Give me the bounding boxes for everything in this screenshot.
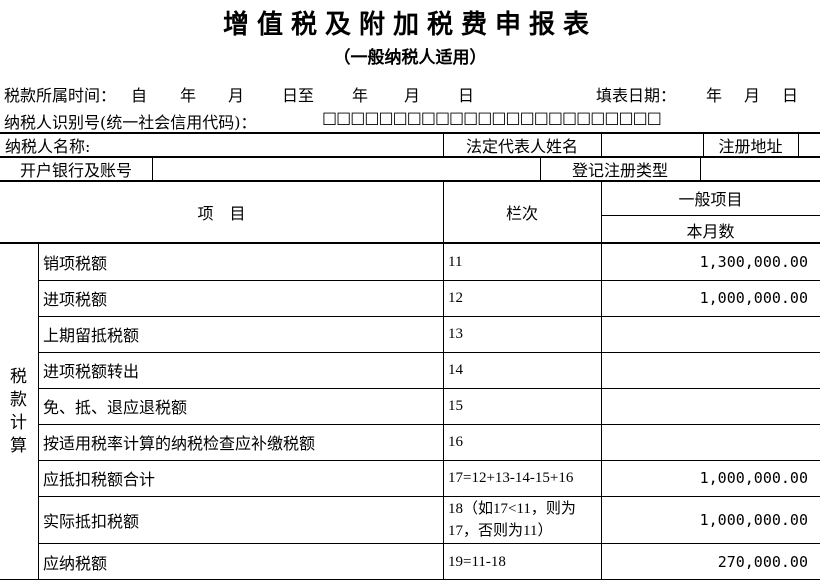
row-item: 上期留抵税额 bbox=[43, 326, 140, 345]
divider bbox=[0, 132, 820, 134]
divider bbox=[601, 133, 602, 157]
fill-date-month: 月 bbox=[744, 86, 761, 105]
taxpayer-id-boxes[interactable]: □□□□□□□□□□□□□□□□□□□□□□□□ bbox=[322, 108, 662, 127]
taxpayer-id-label: 纳税人识别号(统一社会信用代码)： bbox=[4, 113, 257, 132]
form-title: 增值税及附加税费申报表 bbox=[222, 10, 597, 40]
row-item: 按适用税率计算的纳税检查应补缴税额 bbox=[43, 434, 316, 453]
fill-date-year: 年 bbox=[706, 86, 723, 105]
divider bbox=[0, 180, 820, 182]
row-item: 应抵扣税额合计 bbox=[43, 470, 156, 489]
period-year1: 年 bbox=[180, 86, 197, 105]
header-item: 项 目 bbox=[197, 204, 246, 223]
period-day1: 日至 bbox=[282, 86, 315, 105]
row-value[interactable] bbox=[601, 388, 820, 424]
divider bbox=[601, 181, 602, 580]
divider bbox=[700, 157, 701, 181]
header-general: 一般项目 bbox=[678, 190, 743, 209]
divider bbox=[38, 388, 820, 389]
divider bbox=[601, 215, 820, 216]
row-value[interactable]: 1,000,000.00 bbox=[699, 510, 808, 529]
divider bbox=[38, 496, 820, 497]
period-from: 自 bbox=[131, 86, 148, 105]
row-column: 15 bbox=[448, 398, 463, 414]
divider bbox=[38, 424, 820, 425]
divider bbox=[443, 133, 444, 157]
row-column: 11 bbox=[448, 253, 463, 270]
period-label: 税款所属时间： bbox=[4, 86, 117, 105]
row-item: 销项税额 bbox=[43, 253, 108, 273]
row-column: 18（如17<11，则为17，否则为11） bbox=[448, 500, 576, 539]
divider bbox=[38, 243, 39, 580]
divider bbox=[38, 280, 820, 281]
divider bbox=[540, 157, 541, 181]
divider bbox=[703, 133, 704, 157]
row-column: 13 bbox=[448, 326, 463, 342]
divider bbox=[0, 156, 820, 158]
divider bbox=[443, 181, 444, 580]
header-this-month: 本月数 bbox=[686, 221, 735, 241]
divider bbox=[152, 157, 153, 181]
row-column: 19=11-18 bbox=[448, 553, 506, 570]
row-value[interactable]: 1,000,000.00 bbox=[699, 469, 808, 487]
divider bbox=[0, 242, 820, 244]
row-column: 14 bbox=[448, 362, 463, 378]
row-column: 17=12+13-14-15+16 bbox=[448, 470, 574, 486]
row-item: 进项税额 bbox=[43, 290, 108, 309]
period-day2: 日 bbox=[458, 86, 475, 105]
row-item: 实际抵扣税额 bbox=[43, 511, 140, 531]
row-value[interactable] bbox=[601, 316, 820, 352]
section-label: 税款计算 bbox=[10, 367, 27, 456]
divider bbox=[798, 133, 799, 157]
row-column: 16 bbox=[448, 434, 463, 450]
row-item: 进项税额转出 bbox=[43, 362, 140, 381]
legal-rep-label: 法定代表人姓名 bbox=[465, 137, 578, 156]
fill-date-label: 填表日期： bbox=[596, 86, 677, 105]
header-column: 栏次 bbox=[505, 204, 538, 223]
period-year2: 年 bbox=[352, 86, 369, 105]
row-value[interactable]: 270,000.00 bbox=[717, 552, 808, 571]
period-month1: 月 bbox=[228, 86, 245, 105]
row-column: 12 bbox=[448, 290, 463, 306]
bank-account-label: 开户银行及账号 bbox=[19, 161, 132, 180]
row-value[interactable]: 1,000,000.00 bbox=[699, 289, 808, 307]
period-month2: 月 bbox=[404, 86, 421, 105]
address-label: 注册地址 bbox=[718, 137, 783, 156]
row-value[interactable] bbox=[601, 352, 820, 388]
divider bbox=[38, 316, 820, 317]
row-item: 应纳税额 bbox=[43, 553, 108, 573]
divider bbox=[38, 352, 820, 353]
form-subtitle: （一般纳税人适用） bbox=[333, 48, 487, 68]
divider bbox=[38, 543, 820, 544]
row-value[interactable]: 1,300,000.00 bbox=[699, 252, 808, 271]
row-value[interactable] bbox=[601, 424, 820, 460]
registration-type-label: 登记注册类型 bbox=[571, 161, 668, 180]
fill-date-day: 日 bbox=[782, 86, 799, 105]
row-item: 免、抵、退应退税额 bbox=[43, 398, 188, 417]
divider bbox=[38, 460, 820, 461]
taxpayer-name-label: 纳税人名称: bbox=[5, 137, 91, 156]
